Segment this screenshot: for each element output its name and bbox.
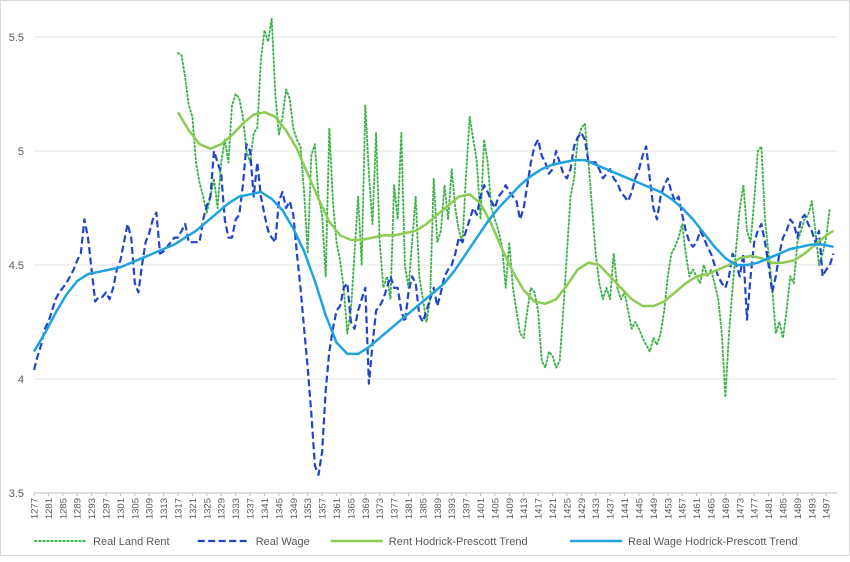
x-tick-label: 1469 — [721, 498, 732, 519]
x-tick-label: 1289 — [73, 498, 84, 519]
x-tick-label: 1461 — [692, 498, 703, 519]
x-tick-label: 1421 — [548, 498, 559, 519]
x-tick-label: 1325 — [202, 498, 213, 519]
x-tick-label: 1445 — [634, 498, 645, 519]
x-tick-label: 1321 — [188, 498, 199, 519]
x-tick-label: 1317 — [174, 498, 185, 519]
x-tick-label: 1433 — [591, 498, 602, 519]
legend-label-3: Rent Hodrick-Prescott Trend — [389, 536, 528, 548]
x-tick-label: 1329 — [217, 498, 228, 519]
x-tick-label: 1293 — [87, 498, 98, 519]
x-tick-label: 1309 — [145, 498, 156, 519]
legend-label-2: Real Wage — [256, 536, 310, 548]
legend-label-4: Real Wage Hodrick-Prescott Trend — [628, 536, 798, 548]
legend-label-1: Real Land Rent — [93, 536, 169, 548]
x-tick-label: 1337 — [246, 498, 257, 519]
x-tick-label: 1377 — [390, 498, 401, 519]
x-tick-label: 1485 — [778, 498, 789, 519]
x-tick-label: 1333 — [231, 498, 242, 519]
y-tick-label: 4.5 — [9, 260, 24, 272]
x-tick-label: 1397 — [462, 498, 473, 519]
x-tick-label: 1417 — [534, 498, 545, 519]
x-tick-label: 1393 — [447, 498, 458, 519]
x-tick-label: 1285 — [58, 498, 69, 519]
x-tick-label: 1369 — [361, 498, 372, 519]
x-tick-label: 1281 — [44, 498, 55, 519]
x-tick-label: 1305 — [130, 498, 141, 519]
x-tick-label: 1381 — [404, 498, 415, 519]
x-tick-label: 1457 — [678, 498, 689, 519]
x-tick-label: 1301 — [116, 498, 127, 519]
x-tick-label: 1477 — [750, 498, 761, 519]
x-tick-label: 1345 — [274, 498, 285, 519]
series-line-3 — [176, 110, 835, 308]
y-tick-label: 4 — [18, 374, 24, 386]
x-tick-label: 1373 — [375, 498, 386, 519]
series-lines — [32, 17, 835, 476]
y-tick-label: 3.5 — [9, 488, 24, 500]
x-tick-label: 1465 — [706, 498, 717, 519]
y-tick-label: 5.5 — [9, 32, 24, 44]
x-tick-label: 1297 — [102, 498, 113, 519]
series-line-1 — [177, 17, 831, 399]
x-tick-label: 1357 — [318, 498, 329, 519]
x-tick-label: 1493 — [807, 498, 818, 519]
x-tick-label: 1473 — [735, 498, 746, 519]
x-tick-label: 1385 — [418, 498, 429, 519]
x-tick-label: 1429 — [577, 498, 588, 519]
x-tick-label: 1409 — [505, 498, 516, 519]
x-tick-label: 1361 — [332, 498, 343, 519]
x-tick-label: 1389 — [433, 498, 444, 519]
x-tick-label: 1405 — [490, 498, 501, 519]
x-axis-ticks: 1277 1281 1285 1289 1293 1297 1301 1305 1309 1313… — [30, 493, 833, 519]
x-tick-label: 1277 — [30, 498, 41, 519]
x-tick-label: 1341 — [260, 498, 271, 519]
legend: Real Land Rent Real Wage Rent Hodrick-Pres… — [34, 536, 798, 548]
gridlines — [34, 36, 837, 494]
x-tick-label: 1401 — [476, 498, 487, 519]
y-tick-label: 5 — [18, 146, 24, 158]
x-tick-label: 1481 — [764, 498, 775, 519]
x-tick-label: 1489 — [793, 498, 804, 519]
x-tick-label: 1313 — [159, 498, 170, 519]
x-tick-label: 1353 — [303, 498, 314, 519]
x-tick-label: 1425 — [562, 498, 573, 519]
x-tick-label: 1453 — [663, 498, 674, 519]
x-tick-label: 1441 — [620, 498, 631, 519]
x-tick-label: 1349 — [289, 498, 300, 519]
x-tick-label: 1449 — [649, 498, 660, 519]
y-axis-ticks: 3.5 4 4.5 5 5.5 — [9, 32, 24, 500]
series-line-4 — [32, 158, 834, 356]
x-tick-label: 1437 — [606, 498, 617, 519]
x-tick-label: 1497 — [822, 498, 833, 519]
x-tick-label: 1365 — [346, 498, 357, 519]
x-tick-label: 1413 — [519, 498, 530, 519]
